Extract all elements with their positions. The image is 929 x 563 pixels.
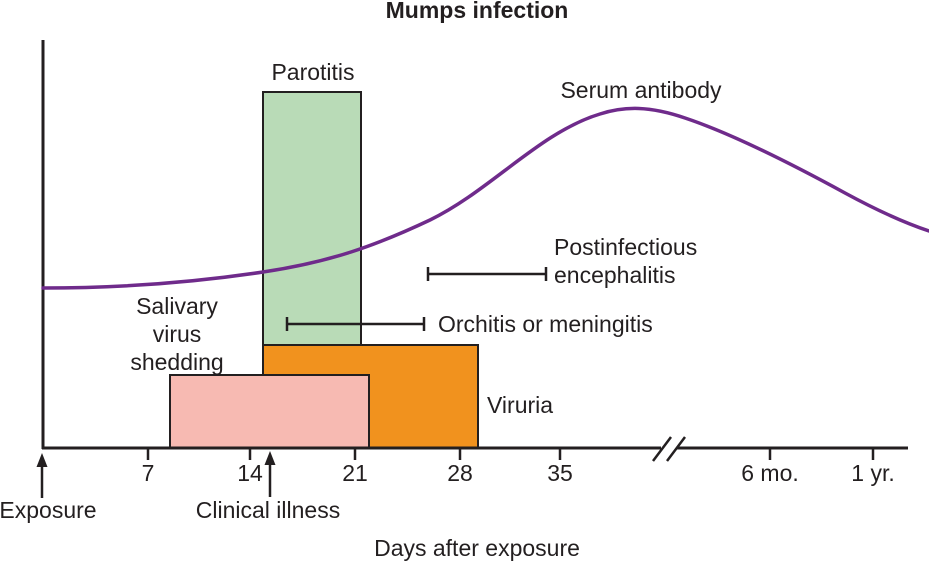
- serum-antibody-curve: [41, 106, 929, 290]
- encephalitis-range-bar: [426, 267, 548, 281]
- viruria-label: Viruria: [487, 392, 554, 418]
- x-tick-label-35: 35: [547, 460, 573, 486]
- clinical-illness-label: Clinical illness: [195, 497, 341, 523]
- parotitis-box: [262, 91, 362, 346]
- x-tick-label-28: 28: [447, 460, 473, 486]
- salivary-shedding-label: Salivary virus shedding: [130, 292, 223, 376]
- postinfectious-encephalitis-label-line2: encephalitis: [554, 262, 676, 288]
- x-axis-break-icon: [652, 436, 686, 462]
- figure-title: Mumps infection: [385, 0, 569, 23]
- salivary-shedding-label-line1: Salivary: [136, 293, 218, 319]
- x-tick-label-6mo: 6 mo.: [741, 460, 799, 486]
- orchitis-range-bar: [285, 317, 426, 331]
- serum-antibody-label: Serum antibody: [560, 77, 722, 103]
- salivary-shedding-label-line2: virus: [152, 321, 202, 347]
- postinfectious-encephalitis-label-line1: Postinfectious: [554, 234, 698, 260]
- postinfectious-encephalitis-label: Postinfectious encephalitis: [554, 233, 697, 289]
- clinical-illness-arrow: [264, 451, 276, 497]
- x-tick-label-7: 7: [141, 460, 155, 486]
- x-axis-ticks: [146, 448, 875, 460]
- parotitis-label: Parotitis: [271, 59, 355, 85]
- salivary-shedding-box: [169, 374, 370, 449]
- exposure-label: Exposure: [0, 497, 97, 523]
- x-tick-label-14: 14: [237, 460, 263, 486]
- x-axis-title: Days after exposure: [374, 535, 580, 561]
- x-tick-label-21: 21: [342, 460, 368, 486]
- salivary-shedding-label-line3: shedding: [130, 349, 224, 375]
- exposure-arrow: [36, 453, 48, 498]
- x-tick-label-1yr: 1 yr.: [851, 460, 895, 486]
- orchitis-meningitis-label: Orchitis or meningitis: [438, 311, 653, 337]
